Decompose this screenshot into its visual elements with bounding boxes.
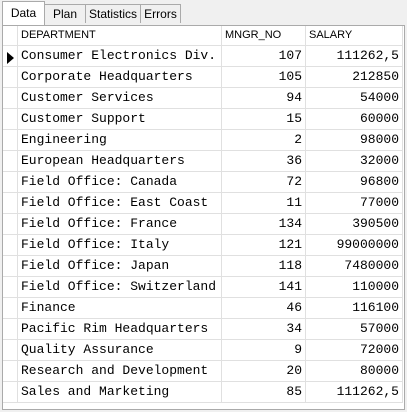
row-header [3,172,18,193]
table-cell[interactable]: 116100 [306,298,403,319]
table-cell[interactable]: 54000 [306,88,403,109]
table-cell[interactable]: 2 [222,130,306,151]
table-cell[interactable]: European Headquarters [18,151,222,172]
tab[interactable]: Plan [44,4,86,23]
column-header[interactable]: SALARY [306,26,403,46]
table-cell[interactable]: Corporate Headquarters [18,67,222,88]
tab[interactable]: Statistics [85,4,141,23]
row-header [3,151,18,172]
table-cell[interactable]: 57000 [306,319,403,340]
data-grid: DEPARTMENT MNGR_NO SALARY Consumer Electron… [2,25,405,410]
table-cell[interactable]: Pacific Rim Headquarters [18,319,222,340]
row-header [3,256,18,277]
table-cell[interactable]: 390500 [306,214,403,235]
table-cell[interactable]: 98000 [306,130,403,151]
table-cell[interactable]: Field Office: France [18,214,222,235]
row-header [3,277,18,298]
table-cell[interactable]: Finance [18,298,222,319]
table-cell[interactable]: 118 [222,256,306,277]
row-header [3,67,18,88]
table-cell[interactable]: 32000 [306,151,403,172]
table-cell[interactable]: 99000000 [306,235,403,256]
table-cell[interactable]: 36 [222,151,306,172]
row-header [3,214,18,235]
table-cell[interactable]: 60000 [306,109,403,130]
table-cell[interactable]: 34 [222,319,306,340]
table-cell[interactable]: Field Office: Italy [18,235,222,256]
table-cell[interactable]: 7480000 [306,256,403,277]
table-cell[interactable]: 141 [222,277,306,298]
table-cell[interactable]: 72000 [306,340,403,361]
column-header[interactable]: MNGR_NO [222,26,306,46]
table-cell[interactable]: Field Office: East Coast [18,193,222,214]
table-cell[interactable]: Consumer Electronics Div. [18,46,222,67]
row-header [3,130,18,151]
row-header [3,46,18,67]
table-cell[interactable]: 134 [222,214,306,235]
table-cell[interactable]: 212850 [306,67,403,88]
table-cell[interactable]: Customer Services [18,88,222,109]
row-indicator [7,52,14,64]
table-cell[interactable]: 15 [222,109,306,130]
table-cell[interactable]: 9 [222,340,306,361]
tab[interactable]: Data [2,1,45,25]
table-cell[interactable]: 20 [222,361,306,382]
table-cell[interactable]: 80000 [306,361,403,382]
table-cell[interactable]: Engineering [18,130,222,151]
table-cell[interactable]: Field Office: Canada [18,172,222,193]
row-header [3,382,18,403]
table-cell[interactable]: 85 [222,382,306,403]
table-cell[interactable]: 46 [222,298,306,319]
table-cell[interactable]: 77000 [306,193,403,214]
row-header [3,361,18,382]
table-cell[interactable]: 105 [222,67,306,88]
table-cell[interactable]: 11 [222,193,306,214]
table-cell[interactable]: 94 [222,88,306,109]
table-cell[interactable]: 111262,5 [306,46,403,67]
row-header [3,298,18,319]
column-header[interactable]: DEPARTMENT [18,26,222,46]
row-header [3,193,18,214]
row-header [3,340,18,361]
table-cell[interactable]: 121 [222,235,306,256]
tab[interactable]: Errors [140,4,181,23]
table-cell[interactable]: 96800 [306,172,403,193]
tab-bar: Data Plan Statistics Errors [0,0,407,25]
table-cell[interactable]: Research and Development [18,361,222,382]
table-cell[interactable]: Field Office: Japan [18,256,222,277]
table-cell[interactable]: 72 [222,172,306,193]
table-cell[interactable]: 107 [222,46,306,67]
row-header [3,319,18,340]
header-corner [3,26,18,46]
table-cell[interactable]: Customer Support [18,109,222,130]
row-header [3,235,18,256]
row-header [3,109,18,130]
table-cell[interactable]: Field Office: Switzerland [18,277,222,298]
table-cell[interactable]: 111262,5 [306,382,403,403]
table-cell[interactable]: Quality Assurance [18,340,222,361]
table-cell[interactable]: 110000 [306,277,403,298]
row-header [3,88,18,109]
table-cell[interactable]: Sales and Marketing [18,382,222,403]
